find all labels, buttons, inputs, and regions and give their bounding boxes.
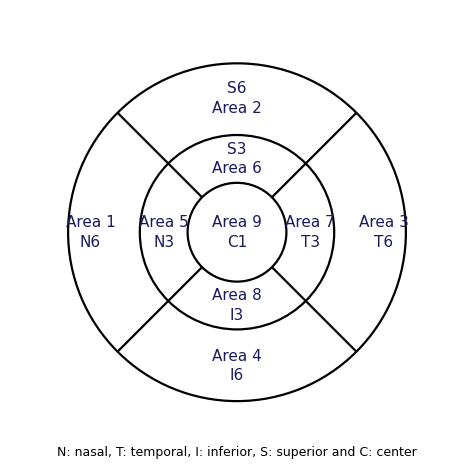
Text: Area 9
C1: Area 9 C1 <box>212 215 262 250</box>
Text: S3
Area 6: S3 Area 6 <box>212 142 262 176</box>
Text: N: nasal, T: temporal, I: inferior, S: superior and C: center: N: nasal, T: temporal, I: inferior, S: s… <box>57 446 417 459</box>
Text: Area 3
T6: Area 3 T6 <box>359 215 409 250</box>
Text: Area 8
I3: Area 8 I3 <box>212 288 262 323</box>
Text: Area 4
I6: Area 4 I6 <box>212 349 262 383</box>
Text: S6
Area 2: S6 Area 2 <box>212 81 262 116</box>
Text: Area 1
N6: Area 1 N6 <box>65 215 115 250</box>
Text: Area 5
N3: Area 5 N3 <box>139 215 189 250</box>
Text: Area 7
T3: Area 7 T3 <box>285 215 335 250</box>
